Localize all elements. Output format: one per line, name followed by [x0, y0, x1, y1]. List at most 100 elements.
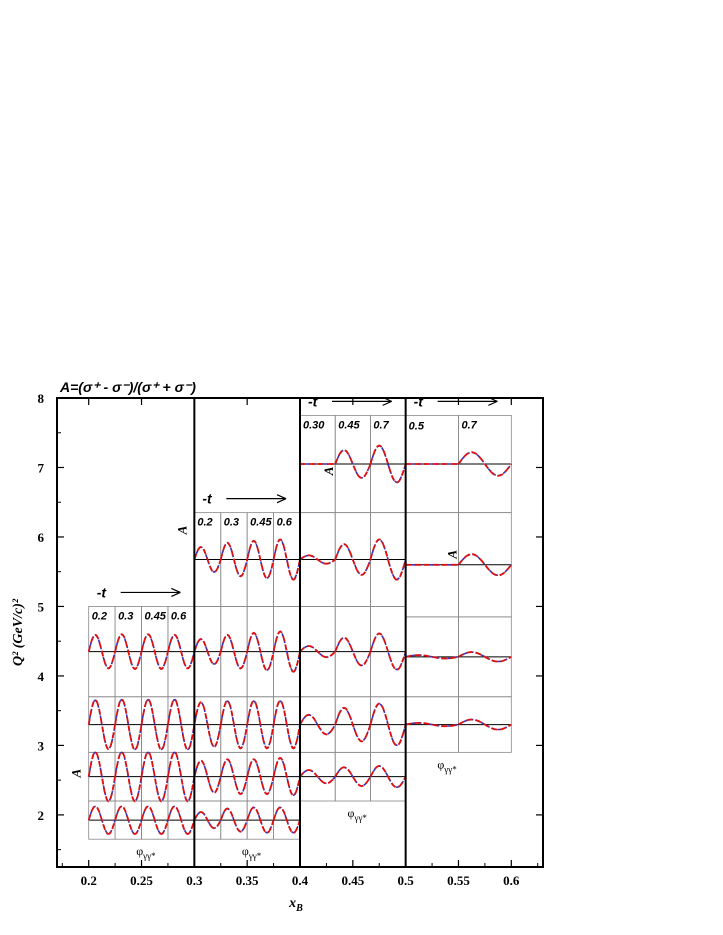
asymmetry-curve-model-1 — [193, 701, 222, 748]
asymmetry-curve-model-1 — [114, 751, 143, 803]
t-arrow-head — [488, 396, 498, 406]
plot-frame-layer — [56, 397, 544, 868]
asymmetry-curve-model-1 — [334, 636, 372, 667]
asymmetry-curve-model-1 — [334, 449, 372, 479]
asymmetry-curve-model-1 — [219, 699, 249, 750]
t-value-label: 0.45 — [250, 517, 272, 529]
asymmetry-curve-model-1 — [140, 805, 169, 835]
asymmetry-curve-model-1 — [246, 539, 275, 580]
asymmetry-curve-model-1 — [299, 554, 336, 565]
asymmetry-curve-model-1 — [219, 633, 249, 670]
y-tick-label: 5 — [38, 599, 45, 614]
y-tick-label: 8 — [38, 391, 45, 406]
asymmetry-curve-model-1 — [87, 751, 116, 803]
t-value-label: 0.45 — [338, 419, 360, 431]
y-tick-label: 7 — [38, 460, 45, 475]
t-arrow-head — [382, 396, 392, 406]
y-axis-label: Q² (GeV/c)² — [11, 598, 26, 666]
asymmetry-curve-model-1 — [272, 756, 301, 797]
asymmetry-curve-model-1 — [140, 698, 169, 751]
asymmetry-curve-model-1 — [140, 751, 169, 803]
asymmetry-curve-model-1 — [458, 718, 512, 731]
asymmetry-curve-model-2 — [405, 654, 459, 660]
asymmetry-curve-model-1 — [334, 706, 372, 743]
asymmetry-curve-model-1 — [299, 713, 336, 736]
inset-axis-label-A: A — [321, 466, 336, 476]
t-direction-label: -t — [202, 491, 213, 507]
t-value-label: 0.7 — [373, 419, 389, 431]
asymmetry-curve-model-1 — [87, 805, 116, 835]
asymmetry-curves-layer — [87, 444, 513, 835]
t-direction-label: -t — [97, 584, 108, 600]
inset-axis-label-A: A — [174, 525, 189, 535]
t-direction-label: -t — [414, 393, 425, 409]
t-value-label: 0.2 — [197, 517, 212, 529]
asymmetry-curve-model-1 — [114, 633, 143, 670]
x-tick-label: 0.4 — [292, 873, 309, 888]
asymmetry-curve-model-1 — [299, 769, 336, 785]
asymmetry-curve-model-1 — [369, 632, 407, 671]
t-value-label: 0.7 — [461, 419, 477, 431]
t-value-label: 0.45 — [145, 610, 167, 622]
asymmetry-curve-model-1 — [193, 811, 222, 830]
asymmetry-curve-model-1 — [458, 651, 512, 663]
asymmetry-curve-model-1 — [193, 638, 222, 666]
asymmetry-curve-model-1 — [114, 805, 143, 835]
inset-axis-label-A: A — [69, 769, 84, 779]
asymmetry-curve-model-1 — [334, 543, 372, 576]
asymmetry-curve-model-1 — [369, 538, 407, 581]
t-arrow-head — [171, 587, 181, 597]
t-arrow-head — [276, 494, 287, 504]
x-axis-label: xB — [288, 896, 303, 914]
x-tick-label: 0.6 — [503, 873, 520, 888]
x-tick-label: 0.35 — [236, 873, 259, 888]
t-value-label: 0.5 — [409, 420, 425, 432]
inset-axis-label-phi: φγγ* — [242, 844, 262, 861]
y-tick-label: 4 — [38, 669, 45, 684]
t-direction-label: -t — [308, 393, 319, 409]
asymmetry-curve-model-1 — [114, 698, 143, 751]
x-tick-label: 0.5 — [398, 873, 415, 888]
asymmetry-curve-model-1 — [246, 806, 275, 834]
asymmetry-curve-model-1 — [246, 631, 275, 672]
asymmetry-curve-model-2 — [334, 766, 372, 787]
asymmetry-curve-model-1 — [219, 807, 249, 833]
asymmetry-curve-model-1 — [167, 805, 196, 835]
t-value-label: 0.3 — [224, 517, 239, 529]
asymmetry-curve-model-1 — [167, 751, 196, 803]
asymmetry-curve-model-1 — [167, 698, 196, 751]
asymmetry-curve-model-1 — [219, 758, 249, 796]
x-tick-label: 0.45 — [341, 873, 364, 888]
asymmetry-curve-model-1 — [246, 758, 275, 796]
inset-axis-label-A: A — [444, 550, 459, 560]
asymmetry-curve-model-1 — [272, 630, 301, 673]
inset-axis-label-phi: φγγ* — [348, 806, 368, 823]
asymmetry-curve-model-1 — [193, 759, 222, 794]
y-tick-label: 2 — [38, 808, 45, 823]
asymmetry-curve-model-1 — [369, 444, 407, 484]
t-value-label: 0.30 — [303, 419, 325, 431]
asymmetry-curve-model-1 — [87, 698, 116, 751]
asymmetry-curve-model-1 — [369, 764, 407, 789]
inset-axis-label-phi: φγγ* — [437, 757, 457, 774]
inset-axis-label-phi: φγγ* — [136, 844, 156, 861]
asymmetry-curve-model-1 — [193, 545, 222, 574]
x-tick-label: 0.3 — [186, 873, 203, 888]
t-value-label: 0.6 — [171, 610, 187, 622]
x-tick-label: 0.25 — [130, 873, 153, 888]
x-tick-label: 0.2 — [81, 873, 97, 888]
asymmetry-curve-model-1 — [272, 538, 301, 581]
asymmetry-curve-model-1 — [246, 699, 275, 750]
asymmetry-curve-model-1 — [299, 645, 336, 659]
asymmetry-curve-model-1 — [140, 633, 169, 670]
t-value-label: 0.6 — [277, 517, 293, 529]
asymmetry-curve-model-1 — [87, 633, 116, 670]
asymmetry-curve-model-1 — [457, 553, 512, 577]
asymmetry-curve-model-1 — [272, 699, 301, 750]
t-value-label: 0.3 — [118, 610, 133, 622]
y-tick-label: 3 — [38, 738, 45, 753]
y-tick-label: 6 — [38, 530, 45, 545]
x-tick-label: 0.55 — [447, 873, 470, 888]
